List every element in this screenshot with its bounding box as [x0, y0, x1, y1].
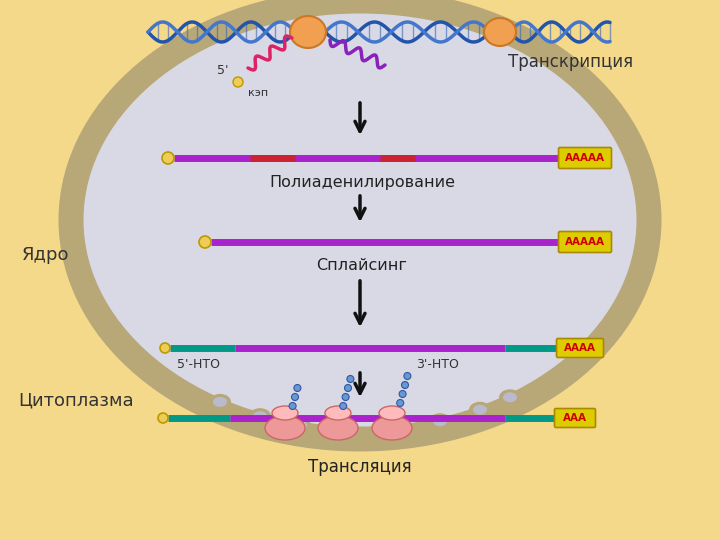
Ellipse shape — [384, 420, 406, 436]
Ellipse shape — [290, 16, 326, 48]
Ellipse shape — [429, 413, 451, 429]
Ellipse shape — [265, 416, 305, 440]
Ellipse shape — [272, 406, 298, 420]
Circle shape — [397, 400, 404, 407]
Circle shape — [292, 394, 299, 401]
Text: 5': 5' — [217, 64, 228, 77]
Ellipse shape — [253, 411, 267, 421]
Ellipse shape — [470, 403, 490, 417]
Circle shape — [404, 373, 411, 380]
Ellipse shape — [338, 425, 352, 434]
Ellipse shape — [433, 417, 447, 426]
Circle shape — [342, 394, 349, 401]
FancyBboxPatch shape — [557, 339, 603, 357]
Text: Цитоплазма: Цитоплазма — [18, 391, 134, 409]
Circle shape — [402, 381, 408, 388]
Ellipse shape — [250, 409, 270, 423]
Ellipse shape — [388, 424, 402, 433]
FancyBboxPatch shape — [559, 232, 611, 253]
Ellipse shape — [325, 406, 351, 420]
Ellipse shape — [473, 405, 487, 414]
Ellipse shape — [503, 393, 517, 402]
Ellipse shape — [430, 414, 450, 428]
Text: 5'-НТО: 5'-НТО — [176, 358, 220, 371]
Ellipse shape — [80, 10, 640, 430]
Circle shape — [162, 152, 174, 164]
Ellipse shape — [253, 411, 267, 421]
Text: кэп: кэп — [248, 88, 268, 98]
Ellipse shape — [473, 405, 487, 415]
FancyBboxPatch shape — [559, 147, 611, 168]
Text: AAAAA: AAAAA — [565, 237, 605, 247]
Ellipse shape — [71, 1, 649, 439]
Circle shape — [294, 384, 301, 391]
Circle shape — [160, 343, 170, 353]
Text: 3'-НТО: 3'-НТО — [417, 358, 459, 371]
Circle shape — [158, 413, 168, 423]
Ellipse shape — [334, 422, 356, 438]
Text: Транскрипция: Транскрипция — [508, 53, 633, 71]
Ellipse shape — [318, 416, 358, 440]
Text: AAAAA: AAAAA — [565, 153, 605, 163]
Ellipse shape — [433, 416, 447, 426]
Ellipse shape — [293, 420, 307, 430]
Ellipse shape — [388, 423, 402, 434]
Ellipse shape — [503, 393, 517, 402]
Ellipse shape — [213, 397, 227, 407]
Ellipse shape — [293, 421, 307, 430]
Ellipse shape — [469, 402, 491, 418]
Text: AAA: AAA — [563, 413, 587, 423]
Ellipse shape — [484, 18, 516, 46]
Text: Полиаденилирование: Полиаденилирование — [269, 175, 455, 190]
Ellipse shape — [289, 417, 311, 433]
FancyBboxPatch shape — [554, 408, 595, 428]
Ellipse shape — [210, 395, 230, 409]
Circle shape — [340, 402, 347, 409]
Ellipse shape — [335, 423, 355, 437]
Ellipse shape — [499, 389, 521, 406]
Text: Трансляция: Трансляция — [308, 458, 412, 476]
Circle shape — [289, 402, 296, 409]
Text: Сплайсинг: Сплайсинг — [317, 258, 408, 273]
Ellipse shape — [209, 394, 231, 410]
Ellipse shape — [290, 418, 310, 432]
Text: Ядро: Ядро — [22, 246, 70, 264]
Circle shape — [399, 390, 406, 397]
Text: AAAA: AAAA — [564, 343, 596, 353]
Ellipse shape — [213, 397, 227, 407]
Ellipse shape — [372, 416, 412, 440]
Circle shape — [347, 375, 354, 382]
Ellipse shape — [80, 10, 640, 430]
Ellipse shape — [379, 406, 405, 420]
Ellipse shape — [338, 424, 352, 435]
Ellipse shape — [249, 408, 271, 424]
Circle shape — [344, 384, 351, 391]
Circle shape — [199, 236, 211, 248]
Ellipse shape — [385, 421, 405, 435]
Circle shape — [233, 77, 243, 87]
Ellipse shape — [500, 390, 520, 404]
